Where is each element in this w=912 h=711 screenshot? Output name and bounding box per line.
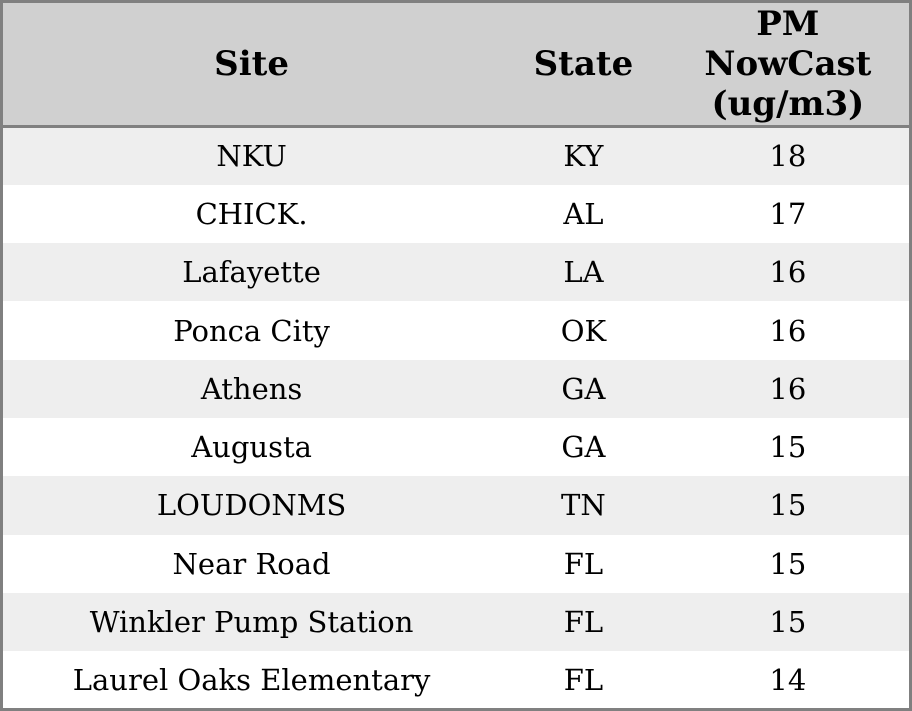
state-cell: FL [563,546,604,581]
column-header-state-label: State [533,43,634,84]
table-row: Augusta GA 15 [1,417,911,477]
site-cell: Laurel Oaks Elementary [72,662,431,697]
site-cell: Near Road [172,546,331,581]
column-header-pm-nowcast: PM NowCast (ug/m3) [666,1,911,128]
pm-cell: 18 [769,139,807,174]
column-header-site-label: Site [214,43,289,84]
state-cell: GA [561,430,606,465]
pm-cell: 16 [769,371,807,406]
site-cell: CHICK. [195,196,308,231]
site-cell: Ponca City [173,313,330,348]
table-row: Laurel Oaks Elementary FL 14 [1,651,911,710]
pm-cell: 15 [769,430,807,465]
column-header-site: Site [1,1,501,128]
pm-cell: 15 [769,546,807,581]
site-cell: Winkler Pump Station [89,605,414,640]
table-row: LOUDONMS TN 15 [1,476,911,535]
table-row: Athens GA 16 [1,359,911,418]
state-cell: FL [563,605,604,640]
state-cell: OK [560,313,607,348]
table-header: Site State PM NowCast (ug/m3) [1,1,911,128]
table-row: Winkler Pump Station FL 15 [1,592,911,652]
pm-cell: 16 [769,255,807,290]
state-cell: AL [563,196,604,231]
pm-cell: 15 [769,488,807,523]
table-row: Lafayette LA 16 [1,243,911,302]
table-row: Ponca City OK 16 [1,301,911,360]
column-header-state: State [500,1,667,128]
state-cell: TN [561,488,606,523]
column-header-pm-nowcast-label: PM NowCast (ug/m3) [704,3,872,125]
table-body: NKU KY 18 CHICK. AL 17 Lafayette LA 16 Ponca City… [1,126,911,710]
site-cell: NKU [216,139,287,174]
site-cell: LOUDONMS [156,488,347,523]
state-cell: GA [561,371,606,406]
site-cell: Augusta [191,430,312,465]
pm-cell: 17 [769,196,807,231]
state-cell: FL [563,662,604,697]
table-row: Near Road FL 15 [1,534,911,593]
state-cell: KY [563,139,604,174]
site-cell: Lafayette [182,255,321,290]
table-row: CHICK. AL 17 [1,184,911,244]
site-cell: Athens [200,371,303,406]
pm-cell: 14 [769,662,807,697]
header-row: Site State PM NowCast (ug/m3) [1,1,911,128]
pm-cell: 16 [769,313,807,348]
state-cell: LA [563,255,604,290]
table-row: NKU KY 18 [1,126,911,185]
pm-cell: 15 [769,605,807,640]
